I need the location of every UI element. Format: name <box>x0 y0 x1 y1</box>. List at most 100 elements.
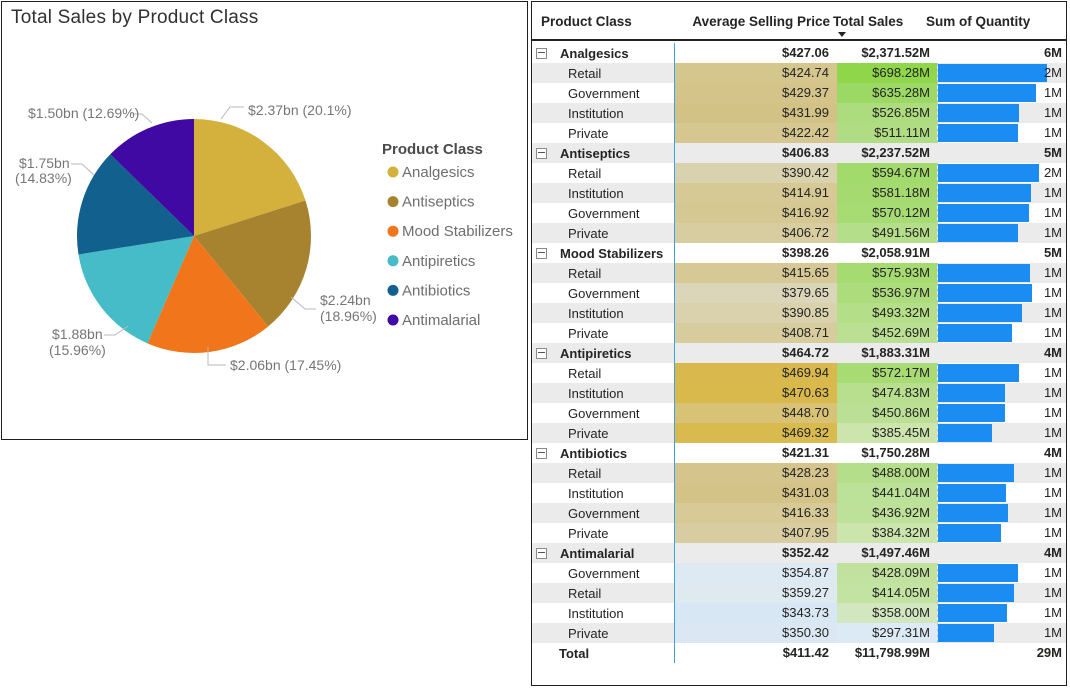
avg-selling-price-cell[interactable]: $406.72 <box>674 223 837 243</box>
total-sales-cell[interactable]: $1,883.31M <box>861 345 930 360</box>
product-class-cell[interactable]: Retail <box>532 263 674 283</box>
product-class-cell[interactable]: Antiseptics <box>532 143 674 163</box>
matrix-row[interactable]: Private $422.42 $511.11M 1M <box>532 123 1066 143</box>
matrix-row[interactable]: Private $469.32 $385.45M 1M <box>532 423 1066 443</box>
total-sales-cell[interactable]: $581.18M <box>837 183 937 203</box>
total-sales-cell[interactable]: $474.83M <box>837 383 937 403</box>
product-class-cell[interactable]: Retail <box>532 163 674 183</box>
matrix-row[interactable]: Government $379.65 $536.97M 1M <box>532 283 1066 303</box>
quantity-cell[interactable]: 1M <box>937 103 1066 123</box>
product-class-cell[interactable]: Government <box>532 283 674 303</box>
product-class-cell[interactable]: Antibiotics <box>532 443 674 463</box>
total-sales-cell[interactable]: $698.28M <box>837 63 937 83</box>
avg-selling-price-cell[interactable]: $398.26 <box>674 243 837 263</box>
matrix-group-row[interactable]: Mood Stabilizers $398.26 $2,058.91M 5M <box>532 243 1066 263</box>
avg-selling-price-cell[interactable]: $469.32 <box>674 423 837 443</box>
avg-selling-price-cell[interactable]: $408.71 <box>674 323 837 343</box>
pie-slice-mood-stabilizers[interactable] <box>147 236 269 354</box>
product-class-cell[interactable]: Government <box>532 563 674 583</box>
avg-selling-price-cell[interactable]: $414.91 <box>674 183 837 203</box>
quantity-cell[interactable]: 1M <box>937 503 1066 523</box>
avg-selling-price-cell[interactable]: $448.70 <box>674 403 837 423</box>
product-class-cell[interactable]: Private <box>532 523 674 543</box>
product-class-cell[interactable]: Retail <box>532 63 674 83</box>
sort-descending-icon[interactable] <box>838 32 846 37</box>
avg-selling-price-cell[interactable]: $470.63 <box>674 383 837 403</box>
product-class-cell[interactable]: Government <box>532 83 674 103</box>
collapse-icon[interactable] <box>536 147 547 159</box>
product-class-cell[interactable]: Institution <box>532 603 674 623</box>
total-sales-cell[interactable]: $452.69M <box>837 323 937 343</box>
total-sales-cell[interactable]: $385.45M <box>837 423 937 443</box>
product-class-cell[interactable]: Government <box>532 203 674 223</box>
product-class-cell[interactable]: Institution <box>532 303 674 323</box>
matrix-total-row[interactable]: Total $411.42 $11,798.99M 29M <box>532 643 1066 663</box>
avg-selling-price-cell[interactable]: $352.42 <box>674 543 837 563</box>
legend-item-antiseptics[interactable]: Antiseptics <box>402 194 475 211</box>
total-sales-cell[interactable]: $11,798.99M <box>854 645 930 660</box>
total-sales-cell[interactable]: $1,750.28M <box>861 445 930 460</box>
matrix-group-row[interactable]: Antipiretics $464.72 $1,883.31M 4M <box>532 343 1066 363</box>
avg-selling-price-cell[interactable]: $406.83 <box>674 143 837 163</box>
legend-item-antimalarial[interactable]: Antimalarial <box>402 312 480 329</box>
matrix-row[interactable]: Institution $343.73 $358.00M 1M <box>532 603 1066 623</box>
quantity-cell[interactable]: 1M <box>937 223 1066 243</box>
quantity-cell[interactable]: 1M <box>937 83 1066 103</box>
column-header-average-selling-price[interactable]: Average Selling Price <box>692 14 830 29</box>
avg-selling-price-cell[interactable]: $421.31 <box>674 443 837 463</box>
matrix-row[interactable]: Government $416.33 $436.92M 1M <box>532 503 1066 523</box>
avg-selling-price-cell[interactable]: $390.42 <box>674 163 837 183</box>
product-class-cell[interactable]: Analgesics <box>532 43 674 63</box>
quantity-cell[interactable]: 4M <box>937 443 1066 463</box>
total-sales-cell[interactable]: $441.04M <box>837 483 937 503</box>
avg-selling-price-cell[interactable]: $416.33 <box>674 503 837 523</box>
product-class-cell[interactable]: Private <box>532 223 674 243</box>
quantity-cell[interactable]: 1M <box>937 423 1066 443</box>
quantity-cell[interactable]: 1M <box>937 183 1066 203</box>
collapse-icon[interactable] <box>536 547 547 559</box>
matrix-group-row[interactable]: Antimalarial $352.42 $1,497.46M 4M <box>532 543 1066 563</box>
avg-selling-price-cell[interactable]: $431.03 <box>674 483 837 503</box>
avg-selling-price-cell[interactable]: $427.06 <box>674 43 837 63</box>
total-sales-cell[interactable]: $491.56M <box>837 223 937 243</box>
quantity-cell[interactable]: 1M <box>937 303 1066 323</box>
product-class-cell[interactable]: Institution <box>532 103 674 123</box>
quantity-cell[interactable]: 1M <box>937 583 1066 603</box>
quantity-cell[interactable]: 1M <box>937 123 1066 143</box>
column-header-sum-of-quantity[interactable]: Sum of Quantity <box>926 14 1031 29</box>
product-class-cell[interactable]: Private <box>532 123 674 143</box>
avg-selling-price-cell[interactable]: $469.94 <box>674 363 837 383</box>
matrix-row[interactable]: Institution $431.03 $441.04M 1M <box>532 483 1066 503</box>
matrix-row[interactable]: Institution $431.99 $526.85M 1M <box>532 103 1066 123</box>
matrix-row[interactable]: Government $416.92 $570.12M 1M <box>532 203 1066 223</box>
quantity-cell[interactable]: 1M <box>937 483 1066 503</box>
total-sales-cell[interactable]: $2,371.52M <box>861 45 930 60</box>
collapse-icon[interactable] <box>536 347 547 359</box>
matrix-row[interactable]: Government $354.87 $428.09M 1M <box>532 563 1066 583</box>
quantity-cell[interactable]: 4M <box>937 543 1066 563</box>
avg-selling-price-cell[interactable]: $424.74 <box>674 63 837 83</box>
legend-item-mood-stabilizers[interactable]: Mood Stabilizers <box>402 223 513 240</box>
pie-slice-antibiotics[interactable] <box>77 154 194 255</box>
quantity-cell[interactable]: 2M <box>937 163 1066 183</box>
product-class-cell[interactable]: Institution <box>532 483 674 503</box>
avg-selling-price-cell[interactable]: $359.27 <box>674 583 837 603</box>
quantity-cell[interactable]: 1M <box>937 523 1066 543</box>
quantity-cell[interactable]: 1M <box>937 283 1066 303</box>
total-sales-cell[interactable]: $2,058.91M <box>861 245 930 260</box>
total-sales-cell[interactable]: $428.09M <box>837 563 937 583</box>
product-class-cell[interactable]: Retail <box>532 363 674 383</box>
quantity-cell[interactable]: 5M <box>937 143 1066 163</box>
total-sales-cell[interactable]: $436.92M <box>837 503 937 523</box>
pie-slice-antiseptics[interactable] <box>194 200 311 327</box>
quantity-cell[interactable]: 1M <box>937 263 1066 283</box>
total-sales-cell[interactable]: $450.86M <box>837 403 937 423</box>
avg-selling-price-cell[interactable]: $343.73 <box>674 603 837 623</box>
column-header-total-sales[interactable]: Total Sales <box>833 14 904 29</box>
quantity-cell[interactable]: 1M <box>937 563 1066 583</box>
total-sales-cell[interactable]: $511.11M <box>837 123 937 143</box>
matrix-row[interactable]: Government $448.70 $450.86M 1M <box>532 403 1066 423</box>
quantity-cell[interactable]: 1M <box>937 323 1066 343</box>
legend-item-antibiotics[interactable]: Antibiotics <box>402 282 470 299</box>
avg-selling-price-cell[interactable]: $415.65 <box>674 263 837 283</box>
